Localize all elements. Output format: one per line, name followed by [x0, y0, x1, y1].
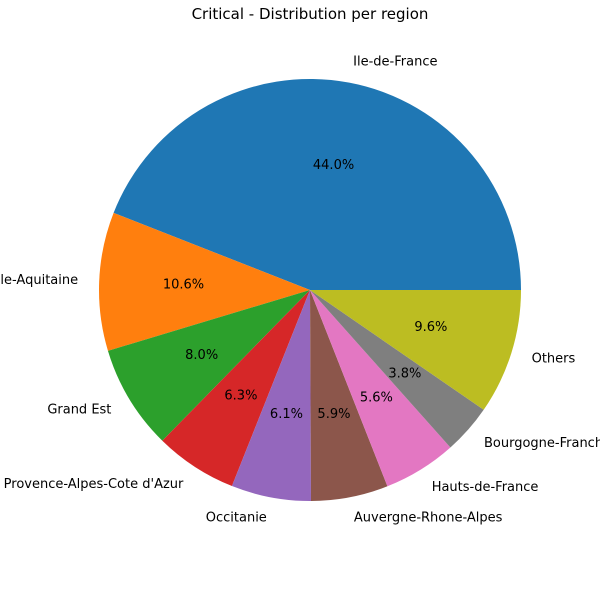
pie-slice — [310, 290, 388, 501]
slice-category-label: Auvergne-Rhone-Alpes — [354, 510, 503, 525]
slice-category-label: Others — [532, 352, 576, 367]
pie-slice — [231, 290, 311, 501]
chart-title: Critical - Distribution per region — [192, 5, 429, 23]
slice-percent-label: 5.9% — [317, 407, 350, 422]
percent-labels: 44.0% 10.6% 8.0% 6.3% 6.1% 5.9% 5.6% 3.8% 9.6% — [163, 158, 448, 422]
pie-slice — [113, 78, 521, 290]
pie-slice — [310, 290, 484, 448]
pie-slice — [162, 290, 310, 487]
pie-slice — [310, 290, 521, 410]
slice-percent-label: 5.6% — [360, 390, 393, 405]
slice-category-label: Nouvelle-Aquitaine — [0, 273, 78, 288]
pie-slice — [310, 290, 451, 487]
slice-category-label: Occitanie — [206, 511, 267, 526]
slice-percent-label: 6.1% — [270, 407, 303, 422]
slice-category-label: Bourgogne-Franche-Comte — [484, 436, 600, 451]
slice-category-label: Provence-Alpes-Cote d'Azur — [4, 477, 184, 492]
slice-percent-label: 44.0% — [313, 158, 354, 173]
slice-percent-label: 3.8% — [388, 366, 421, 381]
slice-category-label: Grand Est — [47, 403, 111, 418]
pie-slice — [99, 212, 311, 351]
slice-category-label: Ile-de-France — [353, 54, 437, 69]
slice-percent-label: 6.3% — [224, 389, 257, 404]
pie-slice — [107, 290, 310, 441]
slice-percent-label: 8.0% — [185, 348, 218, 363]
slice-percent-label: 9.6% — [414, 320, 447, 335]
slice-category-label: Hauts-de-France — [432, 480, 539, 495]
pie-slices — [99, 78, 521, 501]
slice-percent-label: 10.6% — [163, 277, 204, 292]
category-labels: Ile-de-France Nouvelle-Aquitaine Grand Est… — [0, 54, 600, 525]
